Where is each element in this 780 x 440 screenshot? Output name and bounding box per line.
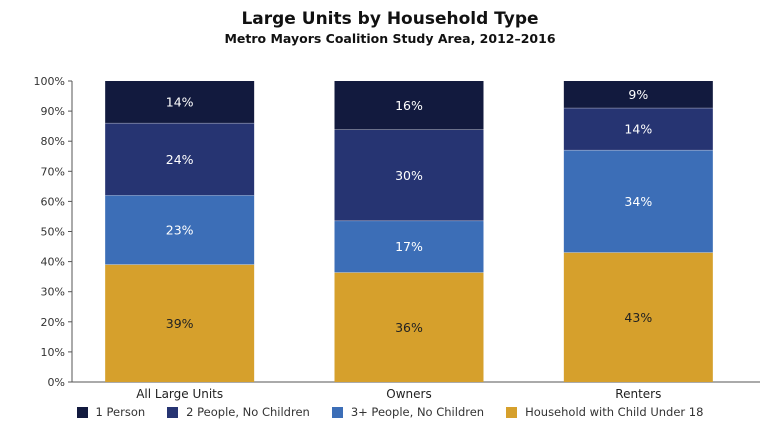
data-label: 14%: [166, 95, 194, 110]
bar-segment: [105, 123, 255, 196]
legend-item: 2 People, No Children: [167, 405, 310, 419]
legend: 1 Person 2 People, No Children 3+ People, …: [0, 405, 780, 419]
x-category-label: All Large Units: [136, 387, 223, 401]
bar-segment: [563, 150, 713, 253]
legend-label: 2 People, No Children: [186, 405, 310, 419]
data-label: 39%: [166, 316, 194, 331]
data-label: 34%: [624, 194, 652, 209]
bar-segment: [563, 108, 713, 151]
legend-label: 1 Person: [95, 405, 146, 419]
legend-swatch: [506, 406, 518, 418]
data-label: 30%: [395, 168, 423, 183]
legend-item: 3+ People, No Children: [331, 405, 485, 419]
y-tick-label: 50%: [41, 226, 65, 239]
y-tick-label: 100%: [34, 75, 65, 88]
y-tick-label: 30%: [41, 286, 65, 299]
y-tick-label: 0%: [48, 376, 65, 389]
legend-swatch: [331, 406, 343, 418]
bar-segment: [334, 129, 484, 221]
bar-segment: [105, 81, 255, 124]
bar-segment: [105, 264, 255, 382]
legend-label: 3+ People, No Children: [350, 405, 485, 419]
chart-header: Large Units by Household Type Metro Mayo…: [0, 8, 780, 48]
bar-segment: [334, 81, 484, 130]
x-category-label: Owners: [386, 387, 431, 401]
chart-subtitle: Metro Mayors Coalition Study Area, 2012–…: [224, 31, 556, 46]
y-tick-label: 80%: [41, 135, 65, 148]
y-axis: 0% 10% 20% 30% 40% 50% 60% 70% 80% 90% 100%: [34, 75, 73, 389]
bar-segment: [563, 81, 713, 109]
bar-segment: [563, 252, 713, 382]
chart-title: Large Units by Household Type: [241, 9, 539, 29]
data-labels-group: 39% 23% 24% 14% 36% 17% 30% 16% 43% 34% 14% 9%: [166, 87, 653, 335]
data-label: 17%: [395, 239, 423, 254]
y-tick-label: 60%: [41, 195, 65, 208]
data-label: 16%: [395, 98, 423, 113]
y-tick-label: 90%: [41, 105, 65, 118]
x-axis: All Large Units Owners Renters: [72, 381, 760, 401]
y-tick-label: 70%: [41, 165, 65, 178]
data-label: 43%: [624, 310, 652, 325]
legend-item: Household with Child Under 18: [506, 405, 703, 419]
bar-segment: [334, 272, 484, 382]
legend-swatch: [76, 406, 88, 418]
legend-item: 1 Person: [76, 405, 146, 419]
bars-group: [105, 81, 713, 382]
y-tick-label: 40%: [41, 256, 65, 269]
data-label: 23%: [166, 222, 194, 237]
data-label: 9%: [628, 87, 648, 102]
legend-swatch: [167, 406, 179, 418]
y-tick-label: 20%: [41, 316, 65, 329]
data-label: 24%: [166, 152, 194, 167]
data-label: 14%: [624, 122, 652, 137]
data-label: 36%: [395, 320, 423, 335]
x-category-label: Renters: [615, 387, 661, 401]
legend-label: Household with Child Under 18: [525, 405, 704, 419]
bar-segment: [105, 195, 255, 265]
y-tick-label: 10%: [41, 346, 65, 359]
bar-segment: [334, 220, 484, 273]
